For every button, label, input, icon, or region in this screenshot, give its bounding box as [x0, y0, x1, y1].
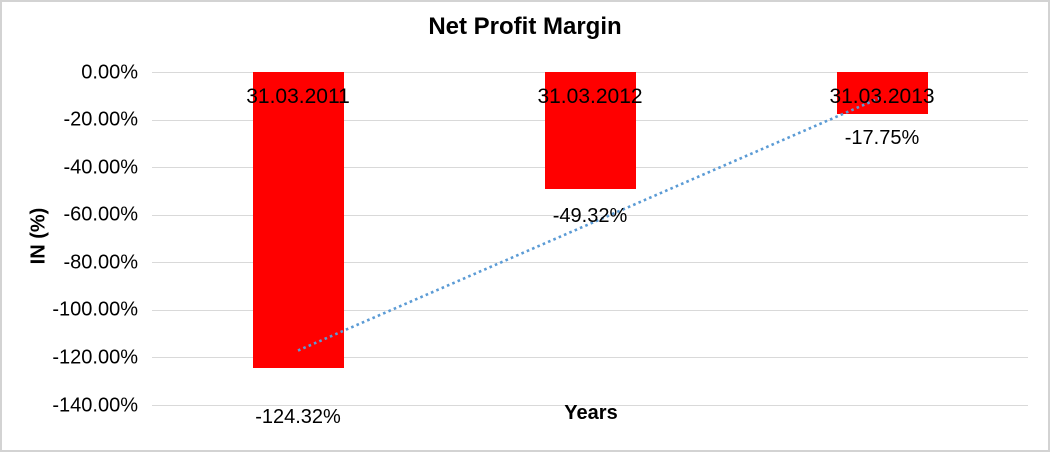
bar-31.03.2011 [252, 72, 344, 368]
x-axis-title: Years [564, 402, 618, 424]
y-axis-tick-label: -60.00% [63, 203, 139, 226]
category-label: 31.03.2011 [246, 85, 350, 108]
y-axis-tick-label: -140.00% [52, 394, 138, 416]
y-axis-tick-label: -20.00% [63, 108, 139, 131]
chart-title: Net Profit Margin [428, 13, 622, 40]
y-axis-tick-label: 0.00% [81, 61, 138, 83]
category-label: 31.03.2012 [537, 85, 643, 108]
category-label: 31.03.2013 [829, 85, 935, 108]
y-axis-tick-label: -40.00% [63, 156, 139, 179]
y-axis-title: IN (%) [27, 207, 50, 265]
y-axis-tick-label: -80.00% [63, 251, 139, 274]
value-label: -17.75% [844, 127, 920, 150]
value-label: -49.32% [552, 205, 628, 228]
value-label: -124.32% [255, 405, 341, 428]
y-axis-tick-label: -120.00% [52, 346, 138, 369]
y-axis-tick-label: -100.00% [52, 298, 138, 321]
gridline [152, 357, 1028, 359]
gridline [152, 405, 1028, 406]
